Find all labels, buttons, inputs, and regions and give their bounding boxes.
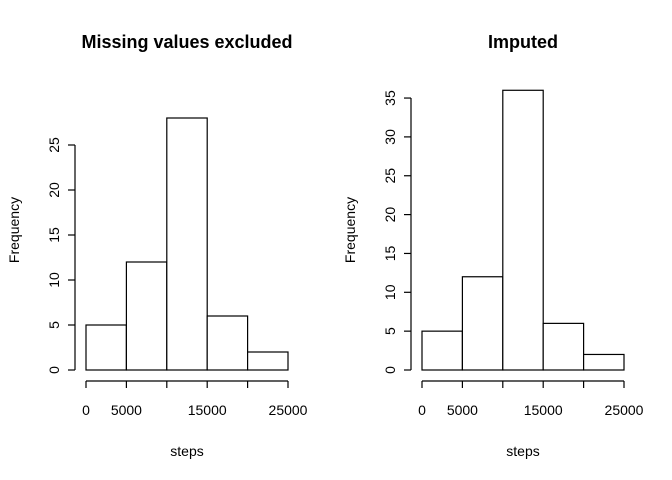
y-tick-label: 5	[382, 327, 398, 335]
y-tick-label: 20	[382, 207, 398, 223]
x-tick-label: 25000	[269, 402, 308, 418]
histogram-bar	[582, 353, 625, 371]
histogram-bar	[85, 324, 128, 371]
histogram-bar	[247, 351, 289, 371]
y-tick-label: 0	[46, 366, 62, 374]
histogram-bar	[125, 261, 168, 371]
y-tick-label: 35	[382, 90, 398, 106]
y-axis-label: Frequency	[6, 197, 22, 263]
histogram-bar	[502, 89, 544, 371]
y-tick-label: 15	[382, 245, 398, 261]
y-tick-label: 10	[382, 284, 398, 300]
y-tick-label: 25	[382, 168, 398, 184]
x-axis-label: steps	[506, 443, 539, 459]
chart-title: Missing values excluded	[81, 32, 292, 52]
x-tick-label: 25000	[605, 402, 644, 418]
y-tick-label: 5	[46, 321, 62, 329]
y-tick-label: 30	[382, 129, 398, 145]
histogram-bar	[166, 117, 208, 371]
y-tick-label: 25	[46, 137, 62, 153]
y-tick-label: 10	[46, 272, 62, 288]
x-axis-label: steps	[170, 443, 203, 459]
histogram-bar	[421, 330, 464, 371]
chart-title: Imputed	[488, 32, 558, 52]
histogram-bar	[206, 315, 249, 371]
histogram-missing-excluded: Missing values excluded steps Frequency …	[6, 32, 308, 459]
histogram-bar	[542, 322, 585, 371]
y-tick-label: 0	[382, 366, 398, 374]
x-tick-label: 5000	[111, 402, 142, 418]
y-axis-label: Frequency	[342, 197, 358, 263]
x-tick-label: 5000	[447, 402, 478, 418]
y-tick-label: 20	[46, 182, 62, 198]
x-tick-label: 15000	[524, 402, 563, 418]
x-tick-label: 0	[82, 402, 90, 418]
x-tick-label: 0	[418, 402, 426, 418]
histogram-bar	[461, 276, 504, 371]
y-tick-label: 15	[46, 227, 62, 243]
x-tick-label: 15000	[188, 402, 227, 418]
histogram-imputed: Imputed steps Frequency 0 5000 15000 25000 0…	[342, 32, 644, 459]
